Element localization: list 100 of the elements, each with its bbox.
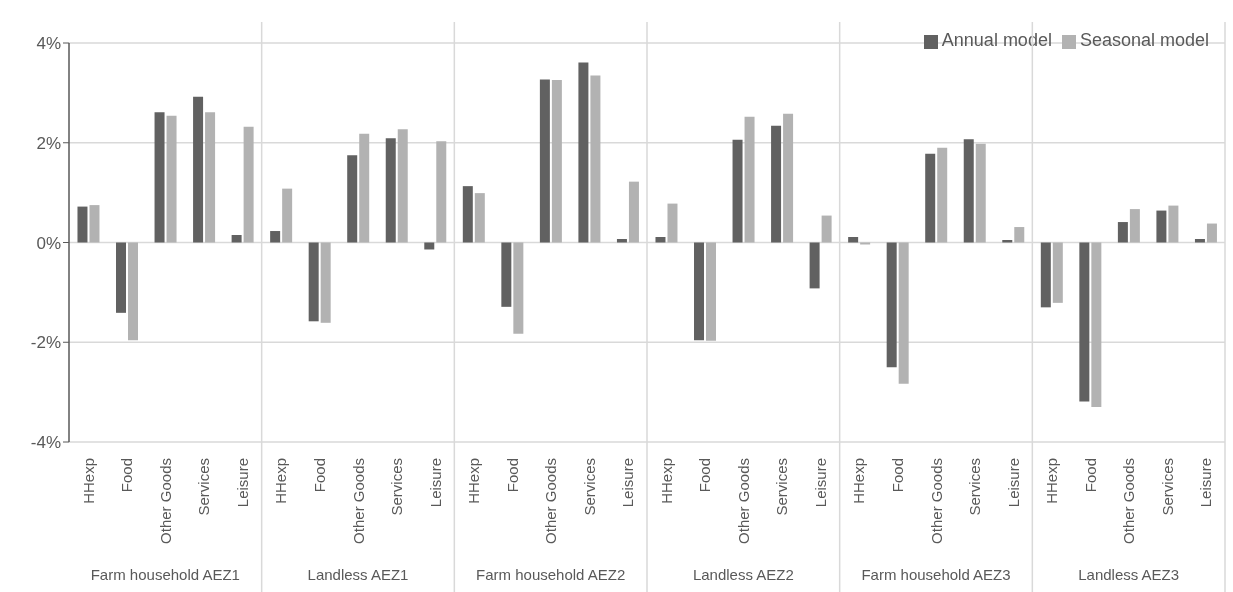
bar	[1129, 209, 1140, 243]
bar	[667, 203, 678, 243]
bar	[231, 235, 242, 243]
bar	[1014, 227, 1025, 243]
text: Farm household AEZ2	[476, 566, 626, 583]
y-tick-label: -2%	[30, 333, 61, 353]
bar	[744, 116, 755, 243]
x-tick-label: HHexp	[465, 458, 483, 504]
x-tick-label: HHexp	[1043, 458, 1061, 504]
bar	[320, 242, 331, 323]
bar	[116, 242, 127, 313]
bar	[975, 143, 986, 243]
text: Landless AEZ1	[307, 566, 409, 583]
y-tick-label: 0%	[36, 233, 61, 253]
bar	[77, 206, 88, 243]
x-tick-label: Other Goods	[734, 458, 752, 544]
bar	[347, 155, 358, 243]
bar	[501, 242, 512, 307]
bar	[193, 96, 204, 243]
bar	[706, 242, 717, 341]
x-tick-label: Services	[773, 458, 791, 516]
x-tick-label: Other Goods	[1120, 458, 1138, 544]
x-tick-label: HHexp	[79, 458, 97, 504]
bar	[616, 239, 627, 243]
text: Landless AEZ2	[692, 566, 794, 583]
bar	[848, 237, 859, 243]
x-tick-label: Food	[888, 458, 906, 493]
bar	[1079, 242, 1090, 402]
bar	[732, 139, 743, 243]
y-tick-label: -4%	[30, 433, 61, 453]
bar	[1091, 242, 1102, 408]
bar	[1002, 240, 1013, 243]
y-tick-label: 2%	[36, 133, 61, 153]
bar	[551, 79, 562, 243]
bar	[1194, 239, 1205, 243]
x-tick-label: Services	[1158, 458, 1176, 516]
bar	[436, 141, 447, 243]
bar	[809, 242, 820, 289]
y-tick-label: 4%	[36, 34, 61, 54]
bar	[282, 188, 293, 243]
x-tick-label: Food	[310, 458, 328, 493]
bar	[821, 215, 832, 243]
text: Landless AEZ3	[1078, 566, 1180, 583]
x-tick-label: HHexp	[272, 458, 290, 504]
x-tick-label: Leisure	[233, 458, 251, 508]
bar	[1040, 242, 1051, 308]
bar	[539, 79, 550, 243]
bar	[925, 153, 936, 243]
legend-label: Annual model	[941, 30, 1052, 50]
text: Farm household AEZ1	[90, 566, 240, 583]
bar	[1117, 222, 1128, 243]
bar	[694, 242, 705, 341]
bar	[462, 186, 473, 243]
bar	[655, 237, 666, 243]
bar	[270, 231, 281, 243]
bar	[205, 112, 216, 243]
bar	[628, 181, 639, 243]
bar	[886, 242, 897, 368]
bar	[513, 242, 524, 334]
x-tick-label: Other Goods	[927, 458, 945, 544]
bar	[89, 205, 100, 243]
text: Farm household AEZ3	[861, 566, 1011, 583]
legend-label: Seasonal model	[1079, 30, 1209, 50]
bar	[243, 126, 254, 243]
bar	[963, 139, 974, 243]
bar	[1156, 210, 1167, 243]
x-tick-label: Services	[966, 458, 984, 516]
bar	[898, 242, 909, 384]
bar	[154, 112, 165, 243]
x-tick-label: Other Goods	[542, 458, 560, 544]
bar	[1052, 242, 1063, 303]
bar	[385, 138, 396, 243]
x-tick-label: HHexp	[850, 458, 868, 504]
x-tick-label: HHexp	[657, 458, 675, 504]
bar	[1206, 223, 1217, 243]
x-tick-label: Services	[195, 458, 213, 516]
bar	[578, 62, 589, 243]
x-tick-label: Food	[503, 458, 521, 493]
bar	[783, 113, 794, 243]
bar	[128, 242, 139, 341]
bar	[937, 147, 948, 243]
x-tick-label: Food	[1081, 458, 1099, 493]
bar	[590, 75, 601, 243]
x-tick-label: Leisure	[1197, 458, 1215, 508]
bar	[1168, 205, 1179, 243]
bar	[166, 115, 177, 243]
x-tick-label: Food	[118, 458, 136, 493]
x-tick-label: Services	[388, 458, 406, 516]
bar	[308, 242, 319, 322]
x-tick-label: Other Goods	[349, 458, 367, 544]
x-tick-label: Leisure	[811, 458, 829, 508]
bar	[771, 125, 782, 243]
x-tick-label: Leisure	[619, 458, 637, 508]
x-tick-label: Services	[580, 458, 598, 516]
x-tick-label: Other Goods	[156, 458, 174, 544]
x-tick-label: Food	[696, 458, 714, 493]
x-tick-label: Leisure	[1004, 458, 1022, 508]
x-tick-label: Leisure	[426, 458, 444, 508]
bar	[474, 193, 485, 243]
bar	[397, 129, 408, 243]
